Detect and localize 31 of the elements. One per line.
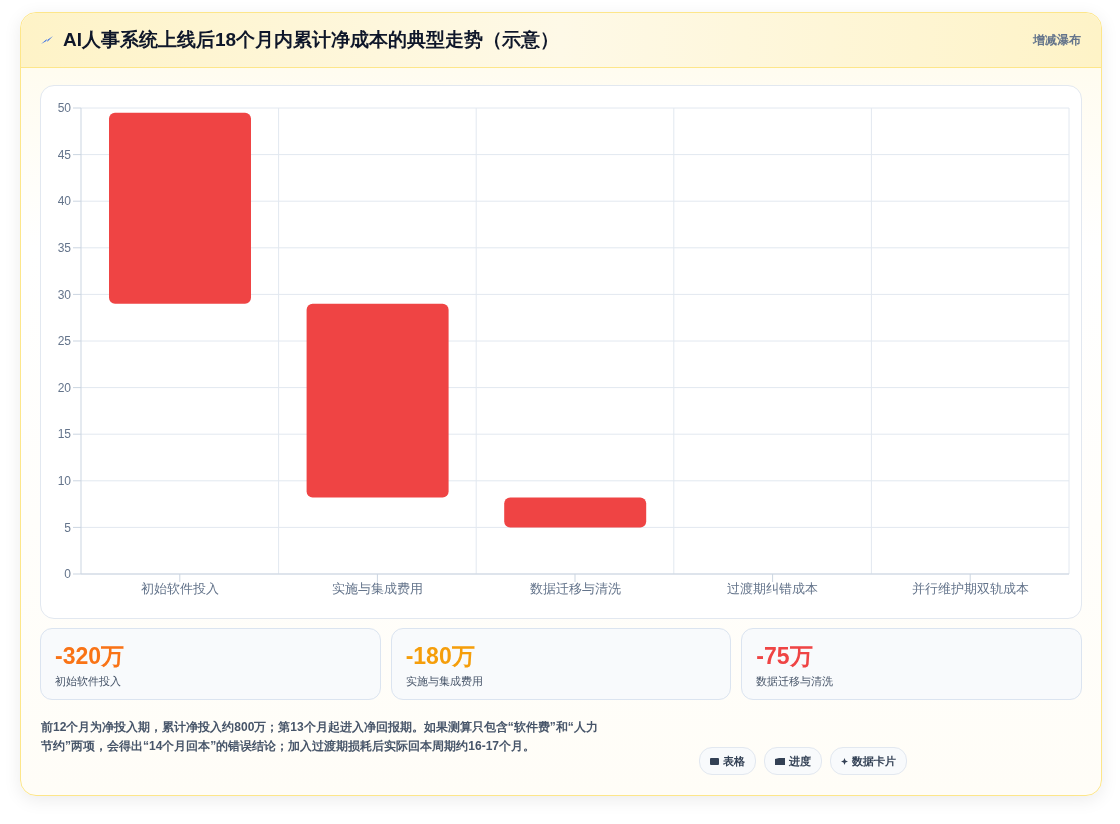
text: 数据卡片 bbox=[830, 747, 907, 775]
chart-title: AI人事系统上线后18个月内累计净成本的典型走势（示意） bbox=[63, 28, 561, 52]
text: 表格 bbox=[699, 747, 756, 775]
x-tick-label: 并行维护期双轨成本 bbox=[911, 581, 1029, 597]
bar bbox=[109, 112, 251, 304]
x-tick-label: 实施与集成费用 bbox=[331, 581, 423, 597]
y-tick-label: 40 bbox=[57, 194, 72, 209]
bar bbox=[504, 497, 647, 528]
text: 进度 bbox=[764, 747, 822, 775]
y-tick-label: 0 bbox=[64, 567, 72, 582]
text: 实施与集成费用 bbox=[405, 674, 484, 689]
text: 初始软件投入 bbox=[55, 674, 122, 689]
y-tick-label: 20 bbox=[57, 380, 72, 395]
x-tick-label: 数据迁移与清洗 bbox=[529, 581, 621, 597]
text: 前12个月为净投入期，累计净投入约800万；第13个月起进入净回报期。如果测算只包含“软件费”和“人力节约”两项，会得出“14个月回本”的错误结论；加入过渡期损耗后实际回本周期约16-17个月。 bbox=[41, 719, 599, 755]
text: -75万 bbox=[756, 642, 814, 671]
y-tick-label: 5 bbox=[64, 520, 72, 535]
y-tick-label: 35 bbox=[57, 241, 72, 256]
bar bbox=[306, 303, 449, 498]
y-tick-label: 30 bbox=[57, 287, 72, 302]
chart-subtitle: 增减瀑布 bbox=[1033, 31, 1081, 49]
y-tick-label: 10 bbox=[57, 474, 72, 489]
y-tick-label: 15 bbox=[57, 427, 72, 442]
text: -180万 bbox=[405, 642, 476, 671]
text: -320万 bbox=[55, 642, 126, 671]
text: 数据迁移与清洗 bbox=[756, 674, 835, 689]
y-tick-label: 25 bbox=[57, 334, 72, 349]
y-tick-label: 50 bbox=[57, 101, 72, 116]
x-tick-label: 过渡期纠错成本 bbox=[727, 581, 819, 597]
x-tick-label: 初始软件投入 bbox=[140, 581, 219, 597]
y-tick-label: 45 bbox=[57, 147, 72, 162]
